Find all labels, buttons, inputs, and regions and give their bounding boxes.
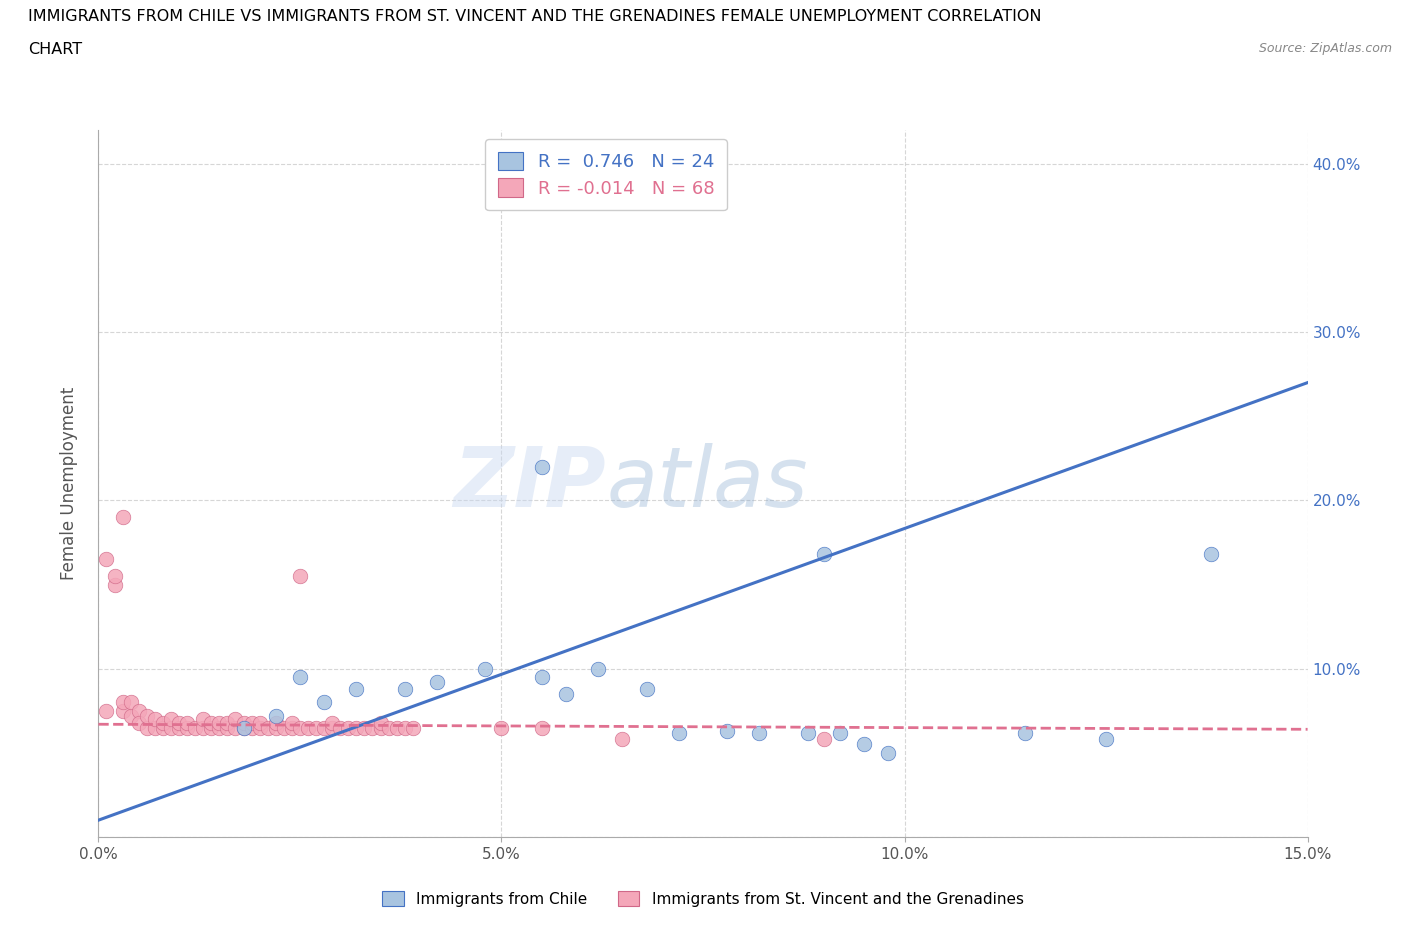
- Text: IMMIGRANTS FROM CHILE VS IMMIGRANTS FROM ST. VINCENT AND THE GRENADINES FEMALE U: IMMIGRANTS FROM CHILE VS IMMIGRANTS FROM…: [28, 9, 1042, 24]
- Point: [184, 720, 207, 735]
- Point: [668, 725, 690, 740]
- Point: [314, 720, 336, 735]
- Point: [224, 720, 246, 735]
- Point: [240, 720, 263, 735]
- Point: [853, 737, 876, 751]
- Point: [273, 720, 295, 735]
- Point: [208, 715, 231, 730]
- Point: [305, 720, 328, 735]
- Point: [370, 715, 392, 730]
- Point: [167, 715, 190, 730]
- Point: [1014, 725, 1036, 740]
- Point: [530, 670, 553, 684]
- Point: [256, 720, 278, 735]
- Point: [232, 720, 254, 735]
- Point: [200, 715, 222, 730]
- Point: [103, 578, 125, 592]
- Point: [426, 675, 449, 690]
- Point: [530, 720, 553, 735]
- Point: [111, 695, 134, 710]
- Point: [264, 715, 287, 730]
- Point: [264, 720, 287, 735]
- Point: [167, 720, 190, 735]
- Point: [240, 715, 263, 730]
- Point: [217, 715, 239, 730]
- Point: [120, 709, 142, 724]
- Point: [281, 720, 304, 735]
- Text: atlas: atlas: [606, 443, 808, 525]
- Point: [474, 661, 496, 676]
- Point: [321, 720, 343, 735]
- Point: [111, 510, 134, 525]
- Point: [385, 720, 408, 735]
- Point: [232, 715, 254, 730]
- Point: [491, 720, 513, 735]
- Point: [96, 551, 118, 566]
- Point: [314, 695, 336, 710]
- Legend: Immigrants from Chile, Immigrants from St. Vincent and the Grenadines: Immigrants from Chile, Immigrants from S…: [375, 883, 1031, 914]
- Point: [176, 720, 198, 735]
- Point: [128, 715, 150, 730]
- Point: [152, 715, 174, 730]
- Point: [232, 720, 254, 735]
- Point: [321, 715, 343, 730]
- Point: [103, 569, 125, 584]
- Point: [337, 720, 360, 735]
- Point: [1199, 547, 1222, 562]
- Point: [813, 547, 835, 562]
- Point: [135, 709, 157, 724]
- Point: [402, 720, 425, 735]
- Point: [200, 720, 222, 735]
- Point: [748, 725, 770, 740]
- Text: CHART: CHART: [28, 42, 82, 57]
- Point: [797, 725, 820, 740]
- Point: [297, 720, 319, 735]
- Point: [152, 720, 174, 735]
- Point: [361, 720, 384, 735]
- Point: [193, 720, 215, 735]
- Point: [143, 711, 166, 726]
- Point: [217, 720, 239, 735]
- Y-axis label: Female Unemployment: Female Unemployment: [59, 387, 77, 580]
- Point: [281, 715, 304, 730]
- Point: [176, 715, 198, 730]
- Point: [344, 720, 367, 735]
- Point: [288, 720, 311, 735]
- Point: [813, 732, 835, 747]
- Point: [96, 703, 118, 718]
- Point: [329, 720, 352, 735]
- Point: [224, 711, 246, 726]
- Point: [612, 732, 634, 747]
- Point: [160, 720, 183, 735]
- Point: [264, 709, 287, 724]
- Point: [1095, 732, 1118, 747]
- Point: [377, 720, 399, 735]
- Point: [160, 711, 183, 726]
- Point: [135, 720, 157, 735]
- Point: [353, 720, 375, 735]
- Text: Source: ZipAtlas.com: Source: ZipAtlas.com: [1258, 42, 1392, 55]
- Point: [370, 720, 392, 735]
- Point: [128, 703, 150, 718]
- Point: [249, 720, 271, 735]
- Point: [208, 720, 231, 735]
- Point: [636, 682, 658, 697]
- Point: [828, 725, 851, 740]
- Point: [586, 661, 609, 676]
- Point: [394, 682, 416, 697]
- Point: [288, 569, 311, 584]
- Point: [120, 695, 142, 710]
- Point: [249, 715, 271, 730]
- Point: [394, 720, 416, 735]
- Point: [555, 686, 578, 701]
- Point: [716, 724, 738, 738]
- Point: [143, 720, 166, 735]
- Point: [344, 682, 367, 697]
- Point: [877, 746, 900, 761]
- Point: [111, 703, 134, 718]
- Text: ZIP: ZIP: [454, 443, 606, 525]
- Point: [288, 670, 311, 684]
- Point: [530, 459, 553, 474]
- Point: [193, 711, 215, 726]
